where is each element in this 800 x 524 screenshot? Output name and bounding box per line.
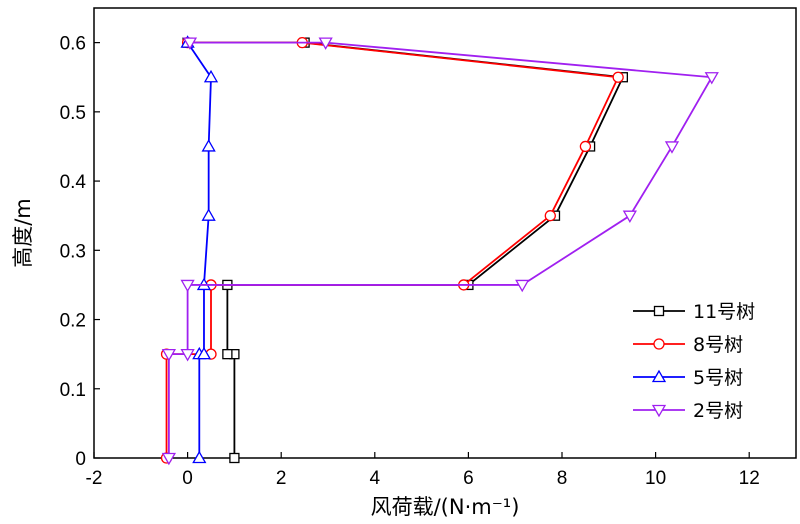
plot-frame (93, 7, 797, 459)
x-tick-label: 0 (182, 468, 193, 489)
data-point (622, 210, 637, 224)
x-axis-ticks: -2 0 2 4 6 8 10 12 (86, 452, 760, 489)
data-point (222, 349, 233, 360)
series-4 (161, 37, 719, 466)
data-point (704, 72, 719, 85)
legend-marker (651, 404, 667, 418)
data-point (180, 349, 195, 362)
data-point (201, 139, 216, 152)
y-tick-label: 0.3 (60, 241, 86, 262)
series-2 (160, 36, 624, 464)
data-point (544, 210, 556, 222)
data-point (180, 279, 195, 293)
legend-label: 2号树 (693, 400, 743, 422)
y-tick-label: 0.4 (60, 172, 87, 193)
legend-marker (653, 338, 665, 350)
legend-label: 5号树 (693, 367, 743, 389)
x-tick-label: 2 (276, 468, 287, 489)
series-line (186, 42, 212, 458)
data-point (182, 37, 198, 50)
legend-item: 5号树 (633, 367, 743, 389)
data-point (161, 349, 177, 362)
x-tick-label: -2 (86, 468, 103, 489)
legend-item: 8号树 (633, 334, 743, 356)
y-tick-label: 0 (75, 449, 86, 470)
x-tick-label: 10 (645, 468, 666, 489)
series-3 (180, 35, 219, 464)
data-point (229, 452, 240, 464)
data-point (201, 208, 216, 221)
series-layer (160, 35, 719, 466)
legend-item: 11号树 (633, 301, 755, 323)
y-tick-label: 0.1 (60, 380, 86, 401)
x-axis-title: 风荷载/(N·m⁻¹) (371, 495, 520, 519)
legend-marker (653, 305, 665, 317)
series-line (187, 41, 624, 458)
y-tick-label: 0.2 (60, 311, 86, 332)
data-point (318, 37, 333, 50)
x-tick-label: 12 (739, 468, 760, 489)
x-tick-label: 4 (370, 468, 381, 489)
legend-item: 2号树 (633, 400, 743, 422)
series-1 (182, 37, 628, 464)
data-point (664, 141, 680, 154)
series-line (167, 41, 713, 458)
data-point (515, 279, 530, 293)
x-tick-label: 6 (463, 468, 474, 489)
data-point (612, 71, 624, 83)
data-point (161, 452, 177, 466)
data-point (192, 450, 207, 464)
data-point (196, 346, 212, 360)
legend-label: 8号树 (693, 334, 743, 356)
plot-border (93, 7, 797, 459)
y-tick-label: 0.6 (60, 34, 86, 55)
legend-marker (651, 369, 667, 383)
y-tick-label: 0.5 (60, 103, 86, 124)
legend-label: 11号树 (693, 301, 755, 323)
x-tick-label: 8 (557, 468, 568, 489)
legend: 11号树 8号树 5号树 2号树 (633, 301, 755, 422)
data-point (203, 69, 219, 83)
y-axis-ticks: 0 0.1 0.2 0.3 0.4 0.5 0.6 (60, 34, 100, 470)
data-point (579, 140, 592, 153)
y-axis-title: 高度/m (11, 198, 35, 268)
